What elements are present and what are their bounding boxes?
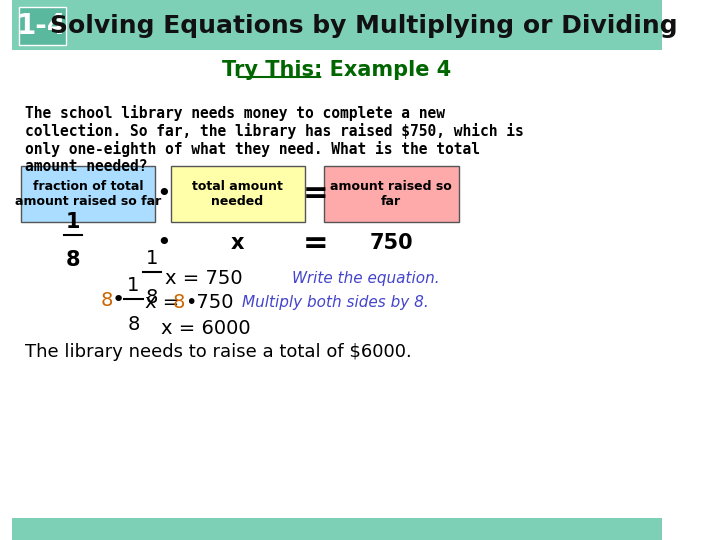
Text: Solving Equations by Multiplying or Dividing: Solving Equations by Multiplying or Divi… — [50, 14, 678, 38]
Text: 8: 8 — [66, 250, 80, 270]
Text: =: = — [303, 179, 329, 208]
FancyBboxPatch shape — [19, 7, 66, 45]
Text: amount raised so
far: amount raised so far — [330, 180, 452, 208]
Text: =: = — [303, 228, 329, 258]
Text: 1: 1 — [127, 276, 140, 295]
Text: •750: •750 — [185, 293, 233, 312]
Text: 1: 1 — [145, 249, 158, 268]
Text: Write the equation.: Write the equation. — [292, 271, 439, 286]
Text: Multiply both sides by 8.: Multiply both sides by 8. — [242, 294, 428, 309]
Text: •: • — [156, 231, 171, 255]
FancyBboxPatch shape — [171, 166, 305, 222]
Text: amount needed?: amount needed? — [25, 159, 148, 174]
FancyBboxPatch shape — [12, 518, 662, 540]
Text: 8: 8 — [100, 291, 112, 309]
Text: The library needs to raise a total of $6000.: The library needs to raise a total of $6… — [25, 343, 412, 361]
Text: x = 750: x = 750 — [165, 268, 243, 287]
Text: 750: 750 — [369, 233, 413, 253]
Text: 8: 8 — [127, 315, 140, 334]
FancyBboxPatch shape — [21, 166, 156, 222]
Text: collection. So far, the library has raised $750, which is: collection. So far, the library has rais… — [25, 123, 524, 139]
FancyBboxPatch shape — [12, 0, 662, 50]
Text: x = 6000: x = 6000 — [161, 319, 251, 338]
Text: x =: x = — [145, 293, 186, 312]
Text: The school library needs money to complete a new: The school library needs money to comple… — [25, 105, 445, 121]
Text: Try This: Example 4: Try This: Example 4 — [222, 60, 451, 80]
Text: 8: 8 — [145, 288, 158, 307]
Text: 8: 8 — [172, 293, 185, 312]
Text: •: • — [112, 290, 125, 310]
Text: total amount
needed: total amount needed — [192, 180, 283, 208]
Text: fraction of total
amount raised so far: fraction of total amount raised so far — [15, 180, 161, 208]
Text: x: x — [230, 233, 244, 253]
Text: 1: 1 — [66, 212, 80, 232]
Text: 1-4: 1-4 — [17, 12, 68, 40]
FancyBboxPatch shape — [324, 166, 459, 222]
Text: •: • — [156, 182, 171, 206]
Text: only one-eighth of what they need. What is the total: only one-eighth of what they need. What … — [25, 141, 480, 157]
